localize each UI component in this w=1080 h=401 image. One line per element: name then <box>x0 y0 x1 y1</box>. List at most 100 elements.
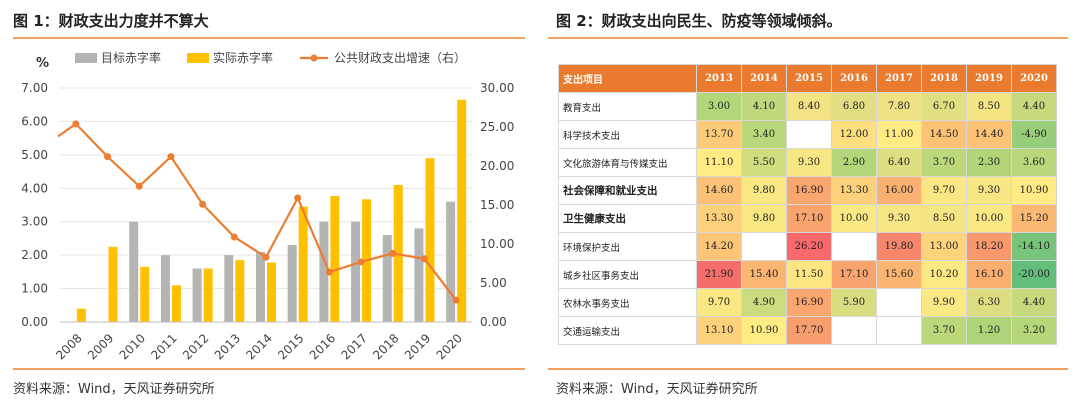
actual-deficit-bar <box>140 266 150 322</box>
table-row: 社会保障和就业支出 14.60 9.80 16.90 13.30 16.00 9.70 9.3… <box>558 176 1057 205</box>
target-deficit-bar <box>224 255 234 322</box>
spending-growth-point <box>357 258 365 266</box>
table-row: 文化旅游体育与传媒支出 11.10 5.50 9.30 2.90 6.40 3.70 2.30… <box>558 148 1057 177</box>
y-right-tick-label: 30.00 <box>480 81 514 95</box>
value-cell: 14.40 <box>966 120 1012 149</box>
value-cell: 9.80 <box>741 204 787 233</box>
value-cell: 5.90 <box>831 288 877 317</box>
left-source-note: 资料来源：Wind，天风证券研究所 <box>13 382 215 397</box>
spending-growth-point <box>294 194 302 202</box>
table-header-year: 2013 <box>696 64 742 93</box>
y-left-tick-label: 0.00 <box>21 315 48 329</box>
value-cell: 3.00 <box>696 92 742 121</box>
chart-gridlines <box>60 87 472 323</box>
value-cell <box>786 120 832 149</box>
right-source-rule <box>548 368 1068 370</box>
y-right-tick-label: 5.00 <box>480 276 507 290</box>
target-deficit-bar <box>160 255 170 322</box>
legend-target-label: 目标赤字率 <box>101 50 161 65</box>
spending-growth-point <box>135 182 143 190</box>
value-cell: -4.90 <box>1011 120 1057 149</box>
value-cell: 4.10 <box>741 92 787 121</box>
spending-growth-line <box>57 122 458 301</box>
value-cell: 9.80 <box>741 176 787 205</box>
heatmap-table-wrapper: 支出项目 2013 2014 2015 2016 2017 2018 2019 2020 教育支… <box>558 64 1057 346</box>
value-cell: 1.20 <box>966 316 1012 345</box>
x-tick-label: 2019 <box>402 331 433 362</box>
row-label: 农林水事务支出 <box>558 288 697 317</box>
value-cell: 9.70 <box>696 288 742 317</box>
value-cell: 16.90 <box>786 288 832 317</box>
legend-actual-label: 实际赤字率 <box>213 50 273 65</box>
value-cell: 13.10 <box>696 316 742 345</box>
value-cell: 9.30 <box>876 204 922 233</box>
value-cell: 16.10 <box>966 260 1012 289</box>
table-header-year: 2019 <box>966 64 1012 93</box>
value-cell: 9.30 <box>966 176 1012 205</box>
table-header-row: 支出项目 2013 2014 2015 2016 2017 2018 2019 2020 <box>558 64 1057 93</box>
value-cell: 26.20 <box>786 232 832 261</box>
target-deficit-bar <box>256 251 265 322</box>
spending-growth-point <box>167 153 175 161</box>
x-tick-label: 2012 <box>180 331 211 362</box>
actual-deficit-bar <box>298 206 308 322</box>
value-cell: 6.70 <box>921 92 967 121</box>
row-label: 科学技术支出 <box>558 120 697 149</box>
spending-growth-point <box>230 233 238 241</box>
spending-growth-point <box>72 120 80 128</box>
value-cell: 15.60 <box>876 260 922 289</box>
table-row: 科学技术支出 13.70 3.40 12.00 11.00 14.50 14.40 -4.90 <box>558 120 1057 149</box>
legend-actual-swatch <box>187 53 209 63</box>
value-cell: 15.40 <box>741 260 787 289</box>
value-cell: 9.70 <box>921 176 967 205</box>
target-deficit-bar <box>382 235 392 322</box>
value-cell: 18.20 <box>966 232 1012 261</box>
fiscal-chart: 0.00 1.00 2.00 3.00 4.00 5.00 6.00 7.00 0.00 5.00… <box>21 50 514 363</box>
value-cell <box>876 316 922 345</box>
value-cell: 13.30 <box>831 176 877 205</box>
actual-deficit-bar <box>330 195 340 322</box>
legend-target-swatch <box>75 53 97 63</box>
value-cell: 11.50 <box>786 260 832 289</box>
value-cell: 11.00 <box>876 120 922 149</box>
value-cell: -14.10 <box>1011 232 1057 261</box>
target-deficit-bar <box>319 221 329 322</box>
actual-deficit-bar <box>76 308 86 322</box>
actual-deficit-bar <box>203 268 213 322</box>
y-left-tick-label: 3.00 <box>21 215 48 229</box>
value-cell <box>831 232 877 261</box>
y-left-tick-label: 7.00 <box>21 81 48 95</box>
y-left-tick-label: 5.00 <box>21 148 48 162</box>
value-cell: 8.40 <box>786 92 832 121</box>
actual-deficit-bar <box>457 99 467 322</box>
chart-legend: 目标赤字率 实际赤字率 公共财政支出增速（右） <box>75 50 466 65</box>
row-label: 文化旅游体育与传媒支出 <box>558 148 697 177</box>
row-label: 教育支出 <box>558 92 697 121</box>
value-cell: 10.90 <box>1011 176 1057 205</box>
table-row: 教育支出 3.00 4.10 8.40 6.80 7.80 6.70 8.50 4.40 <box>558 92 1057 121</box>
value-cell: 12.00 <box>831 120 877 149</box>
spending-growth-point <box>104 153 112 161</box>
x-tick-label: 2017 <box>338 331 369 362</box>
value-cell: 16.00 <box>876 176 922 205</box>
y-right-tick-label: 25.00 <box>480 120 514 134</box>
table-header-year: 2017 <box>876 64 922 93</box>
target-deficit-bar <box>446 201 456 322</box>
target-deficit-bar <box>192 268 202 322</box>
table-header-year: 2020 <box>1011 64 1057 93</box>
left-title-rule <box>13 37 525 39</box>
legend-growth-label: 公共财政支出增速（右） <box>334 50 466 65</box>
x-tick-label: 2018 <box>370 331 401 362</box>
value-cell: 4.40 <box>1011 288 1057 317</box>
value-cell: 6.80 <box>831 92 877 121</box>
value-cell: 3.20 <box>1011 316 1057 345</box>
table-row: 环境保护支出 14.20 26.20 19.80 13.00 18.20 -14.10 <box>558 232 1057 261</box>
table-header-year: 2015 <box>786 64 832 93</box>
y-right-tick-label: 15.00 <box>480 198 514 212</box>
left-panel-title: 图 1：财政支出力度并不算大 <box>13 12 209 30</box>
value-cell: 13.00 <box>921 232 967 261</box>
y-right-tick-label: 20.00 <box>480 159 514 173</box>
target-deficit-bar <box>287 245 297 322</box>
actual-deficit-bar <box>171 285 181 322</box>
value-cell: 8.50 <box>966 92 1012 121</box>
